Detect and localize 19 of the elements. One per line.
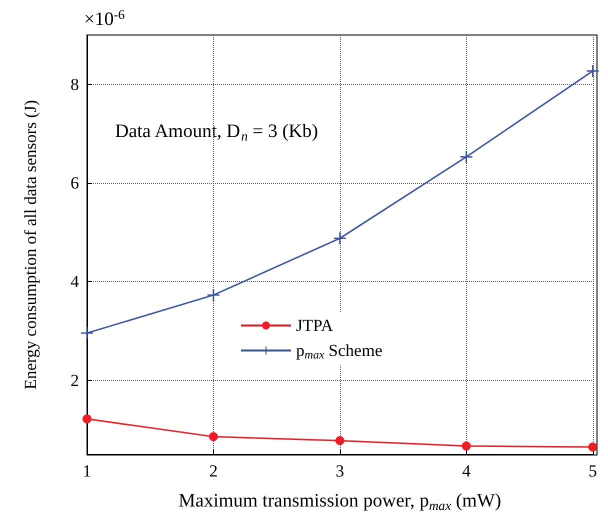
x-tick-label: 4 <box>462 461 472 480</box>
y-tick-label: 8 <box>70 74 79 94</box>
y-tick-label: 4 <box>70 272 80 292</box>
point <box>588 442 598 452</box>
legend-label: JTPA <box>296 316 334 335</box>
point <box>335 436 344 446</box>
point <box>462 442 471 451</box>
x-tick-label: 5 <box>588 461 597 480</box>
x-tick-label: 3 <box>336 461 344 480</box>
y-tick-label: 6 <box>70 174 79 193</box>
point <box>82 414 92 424</box>
y-tick-label: 2 <box>70 370 79 390</box>
y-axis-title: Energy consumption of all data sensors (J) <box>21 100 40 390</box>
x-tick-label: 2 <box>209 461 218 480</box>
point <box>334 232 346 244</box>
point <box>460 150 472 163</box>
point <box>208 432 218 442</box>
x-tick-label: 1 <box>82 461 92 480</box>
point <box>207 289 220 302</box>
